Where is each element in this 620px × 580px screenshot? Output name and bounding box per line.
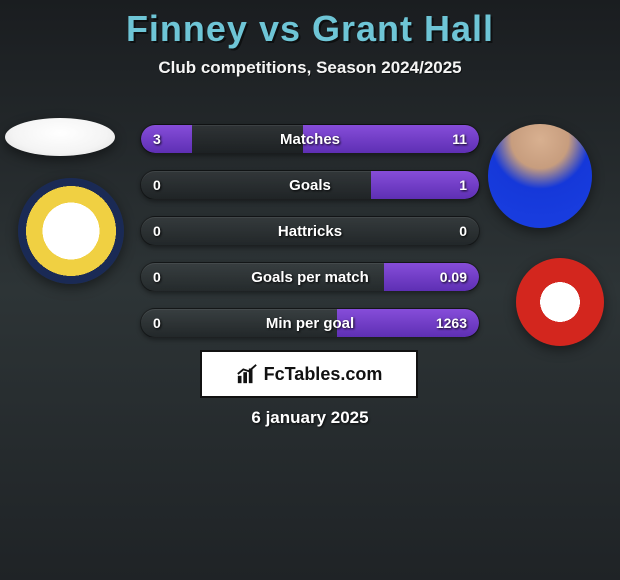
player-left-avatar	[5, 118, 115, 156]
stat-bar: 311Matches	[140, 124, 480, 154]
stat-bar: 00Hattricks	[140, 216, 480, 246]
player-right-avatar	[488, 124, 592, 228]
stat-label: Goals	[141, 171, 479, 199]
stat-bars: 311Matches 01Goals 00Hattricks 00.09Goals p…	[140, 124, 480, 354]
stat-label: Hattricks	[141, 217, 479, 245]
stat-bar: 00.09Goals per match	[140, 262, 480, 292]
stat-label: Matches	[141, 125, 479, 153]
brand-watermark: FcTables.com	[200, 350, 418, 398]
stat-label: Min per goal	[141, 309, 479, 337]
comparison-card: Finney vs Grant Hall Club competitions, …	[0, 0, 620, 580]
stat-bar: 01Goals	[140, 170, 480, 200]
club-left-badge	[18, 178, 124, 284]
page-title: Finney vs Grant Hall	[0, 0, 620, 50]
brand-text: FcTables.com	[264, 364, 383, 385]
subtitle: Club competitions, Season 2024/2025	[0, 58, 620, 78]
stat-label: Goals per match	[141, 263, 479, 291]
stat-bar: 01263Min per goal	[140, 308, 480, 338]
club-right-badge	[516, 258, 604, 346]
chart-icon	[236, 363, 258, 385]
date-stamp: 6 january 2025	[0, 408, 620, 428]
